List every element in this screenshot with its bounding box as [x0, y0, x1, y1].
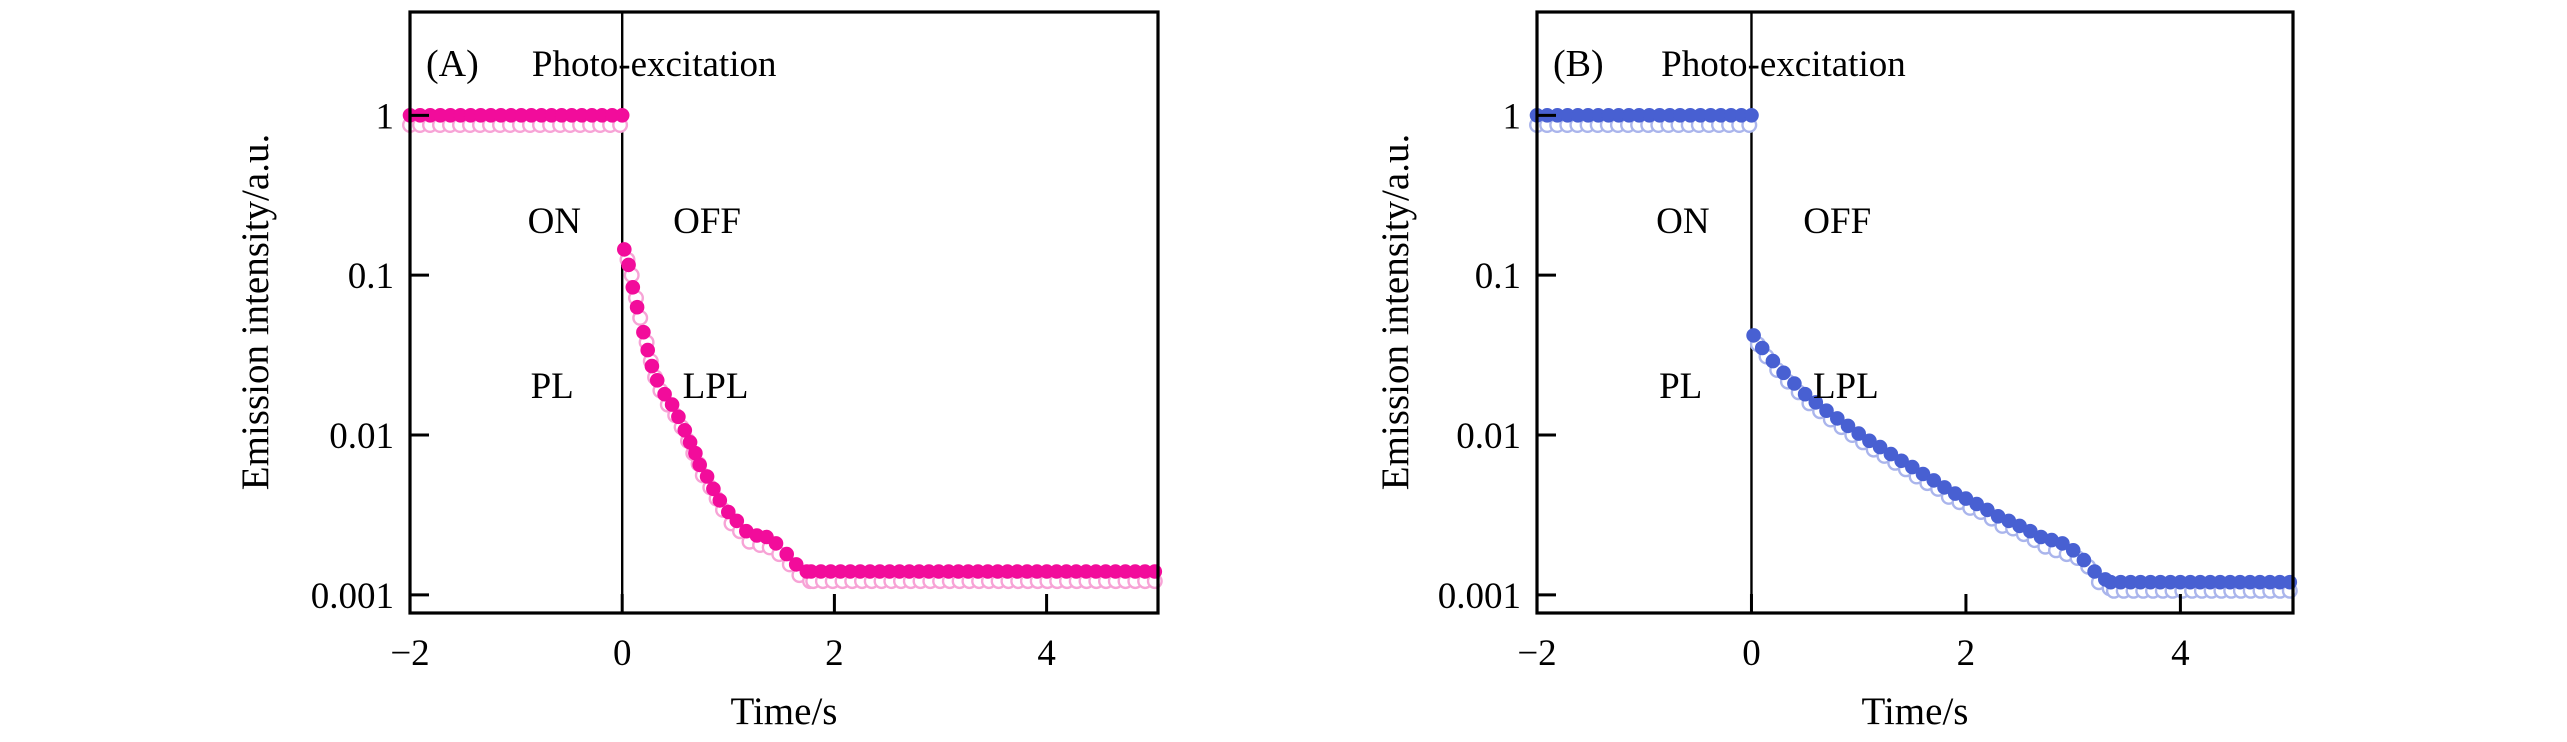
data-point — [640, 342, 656, 358]
chart-title: Photo-excitation — [532, 44, 777, 85]
data-point — [636, 324, 651, 340]
x-axis: −2 0 2 4 Time/s — [1517, 594, 2190, 733]
data-point — [2076, 552, 2092, 568]
data-point — [1883, 446, 1899, 462]
plot-border — [408, 10, 1160, 615]
data-point — [1819, 403, 1834, 419]
data-point — [671, 409, 686, 425]
data-point — [2065, 543, 2081, 558]
data-point — [1905, 459, 1920, 475]
y-tick-label: 0.1 — [1475, 256, 1521, 297]
data-point — [617, 242, 632, 257]
x-tick-label: 2 — [825, 633, 844, 674]
x-tick-label: 0 — [613, 633, 632, 674]
data-point — [625, 280, 641, 295]
data-point — [657, 386, 672, 402]
y-tick-label: 0.01 — [329, 416, 394, 457]
x-tick-label: −2 — [1517, 633, 1556, 674]
panel-b: −2 0 2 4 Time/s 1 0.1 0.01 0.001 Emission intensi… — [1374, 10, 2298, 733]
y-tick-label: 0.001 — [311, 576, 394, 617]
data-point — [692, 457, 708, 473]
data-point — [779, 546, 795, 562]
series-open-circles — [402, 116, 1163, 590]
data-point — [677, 423, 693, 438]
y-tick-label: 1 — [1503, 96, 1522, 137]
y-axis-title: Emission intensity/a.u. — [1374, 134, 1417, 490]
x-axis: −2 0 2 4 Time/s — [390, 594, 1056, 733]
data-point — [699, 469, 715, 484]
annotation-lpl: LPL — [1813, 366, 1879, 407]
data-point — [1926, 473, 1942, 488]
data-point — [2087, 564, 2102, 579]
annotation-on: ON — [528, 201, 581, 242]
x-tick-label: 4 — [2171, 633, 2190, 674]
data-point — [712, 493, 728, 508]
series-filled-circles — [1529, 108, 2298, 590]
data-point — [706, 481, 721, 497]
x-tick-label: 2 — [1957, 633, 1976, 674]
series-open-circles — [1528, 116, 2298, 599]
panel-label: (A) — [426, 43, 479, 85]
data-point — [621, 257, 636, 273]
data-point — [1980, 502, 1995, 518]
data-point — [1851, 426, 1866, 441]
data-point — [1937, 480, 1952, 495]
annotation-pl: PL — [531, 366, 574, 407]
y-tick-label: 0.01 — [1456, 416, 1521, 457]
y-tick-label: 0.1 — [348, 256, 394, 297]
data-point — [1744, 108, 1759, 123]
data-point — [1915, 466, 1931, 482]
annotation-pl: PL — [1659, 366, 1702, 407]
x-axis-title: Time/s — [731, 690, 838, 733]
data-point — [1862, 433, 1877, 449]
data-point — [629, 299, 645, 315]
data-point — [1808, 395, 1824, 410]
data-point — [1754, 340, 1770, 356]
data-point — [649, 373, 665, 388]
data-point — [1746, 328, 1761, 343]
chart-title: Photo-excitation — [1661, 44, 1906, 85]
data-point — [1787, 376, 1802, 391]
x-tick-label: 4 — [1037, 633, 1056, 674]
x-axis-title: Time/s — [1862, 690, 1969, 733]
y-axis-title: Emission intensity/a.u. — [234, 134, 277, 490]
annotation-on: ON — [1656, 201, 1709, 242]
y-axis: 1 0.1 0.01 0.001 Emission intensity/a.u. — [234, 96, 429, 617]
data-point — [644, 358, 660, 374]
data-point — [664, 397, 680, 412]
data-point — [729, 513, 745, 529]
panel-label: (B) — [1553, 43, 1604, 85]
data-point — [788, 557, 804, 572]
plot-border — [1535, 10, 2295, 615]
annotation-lpl: LPL — [683, 366, 749, 407]
data-point — [768, 536, 784, 551]
data-point — [1776, 365, 1791, 381]
series-filled-circles — [402, 108, 1163, 579]
x-tick-label: 0 — [1742, 633, 1761, 674]
y-axis: 1 0.1 0.01 0.001 Emission intensity/a.u. — [1374, 96, 1556, 617]
annotation-off: OFF — [1803, 201, 1871, 242]
data-point — [1830, 411, 1845, 426]
y-tick-label: 0.001 — [1438, 576, 1521, 617]
data-point — [1840, 418, 1856, 434]
panel-a: −2 0 2 4 Time/s 1 0.1 0.01 0.001 Emission intensi… — [234, 10, 1163, 733]
annotation-off: OFF — [673, 201, 741, 242]
data-point — [721, 504, 736, 520]
data-point — [614, 108, 630, 123]
y-tick-label: 1 — [376, 96, 395, 137]
data-point — [2055, 536, 2070, 551]
data-point — [1872, 439, 1888, 455]
data-point — [1797, 386, 1813, 402]
x-tick-label: −2 — [390, 633, 429, 674]
data-point — [1765, 353, 1781, 369]
data-point — [1894, 453, 1909, 469]
